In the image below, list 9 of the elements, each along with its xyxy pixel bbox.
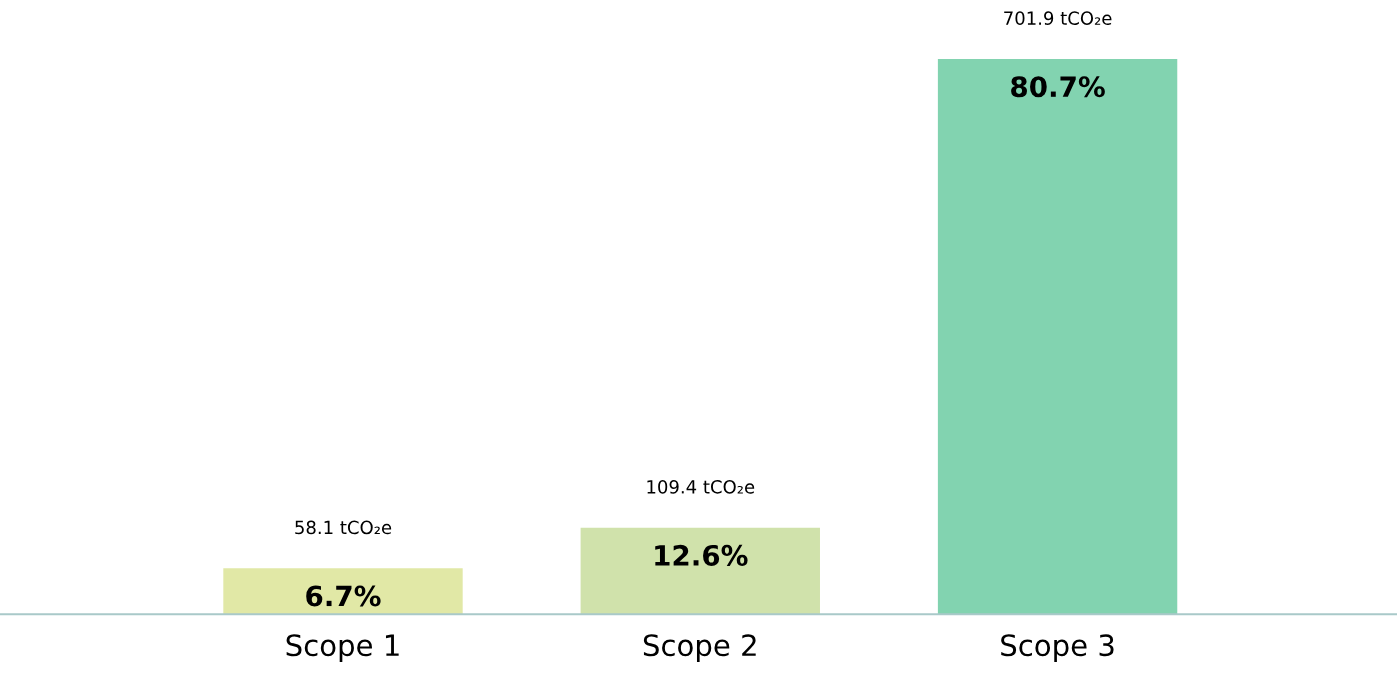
annotation: 12.6%	[655, 544, 748, 566]
x-tick-label: Scope 2	[643, 634, 756, 662]
data-label: 701.9 tCO₂e	[1004, 11, 1112, 25]
x-tick-label: Scope 1	[286, 634, 399, 662]
data-label: 58.1 tCO₂e	[295, 520, 392, 535]
x-tick-label: Scope 3	[1001, 634, 1114, 662]
data-label: 109.4 tCO₂e	[647, 480, 755, 494]
annotation: 80.7%	[1011, 76, 1105, 98]
annotation: 6.7%	[306, 585, 381, 607]
